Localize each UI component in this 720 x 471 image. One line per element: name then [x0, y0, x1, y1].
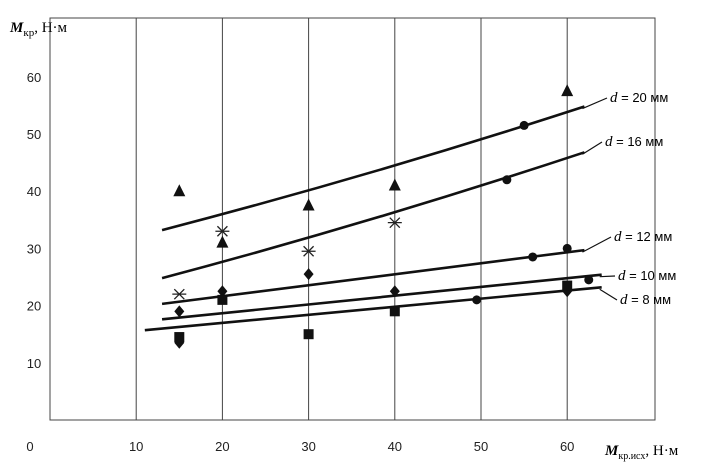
series-label-var-d20: d [610, 90, 618, 106]
x-tick-label-30: 30 [301, 439, 315, 454]
fit-lines [144, 105, 602, 332]
leader-line-d20 [582, 97, 608, 110]
fit-line-d10 [161, 273, 602, 321]
point-d8-4 [562, 280, 573, 291]
x-axis-title-unit: , Н·м [645, 443, 678, 459]
x-axis-title: Mкр.исх, Н·м [604, 443, 679, 462]
point-d12-3 [562, 243, 572, 253]
point-d12-1 [502, 175, 512, 185]
y-tick-label-10: 10 [27, 356, 41, 371]
point-d8-0 [174, 332, 185, 343]
point-d10-2 [303, 268, 314, 281]
y-axis-title: Mкр, Н·м [9, 20, 68, 39]
y-tick-label-60: 60 [27, 70, 41, 85]
x-axis-title-main: M [604, 443, 619, 459]
point-d20-3 [388, 178, 401, 191]
point-d12-2 [528, 252, 538, 262]
x-tick-label-20: 20 [215, 439, 229, 454]
point-d12-5 [584, 275, 594, 285]
series-label-rest-d16: = 16 мм [613, 134, 664, 149]
fit-line-d8 [144, 286, 602, 332]
point-d8-3 [389, 306, 400, 317]
plot-frame [49, 17, 656, 421]
y-tick-label-40: 40 [27, 184, 41, 199]
x-tick-label-40: 40 [388, 439, 402, 454]
point-d16-1 [215, 225, 230, 237]
fit-line-d12 [161, 248, 585, 306]
tick-labels: 0 10 20 30 40 50 60 10 20 30 40 50 60 [26, 70, 574, 454]
point-d20-0 [173, 184, 186, 197]
point-d16-3 [387, 217, 402, 229]
series-label-rest-d8: = 8 мм [628, 292, 672, 307]
leader-line-d16 [582, 141, 603, 155]
series-label-d10: d = 10 мм [618, 268, 676, 284]
series-label-d20: d = 20 мм [610, 90, 668, 106]
series-label-rest-d12: = 12 мм [622, 229, 673, 244]
point-d10-3 [389, 285, 400, 298]
y-axis-title-sub: кр [23, 27, 34, 39]
series-label-d12: d = 12 мм [614, 229, 672, 245]
y-tick-label-20: 20 [27, 299, 41, 314]
series-label-var-d8: d [620, 292, 628, 308]
point-d12-4 [472, 295, 482, 305]
series-label-var-d12: d [614, 229, 622, 245]
point-d20-4 [561, 84, 574, 97]
point-d10-0 [174, 305, 185, 318]
series-labels: d = 20 ммd = 16 ммd = 12 ммd = 10 ммd = … [582, 90, 676, 308]
leader-line-d12 [582, 236, 612, 253]
series-label-d16: d = 16 мм [605, 134, 663, 150]
x-tick-label-0: 0 [26, 439, 33, 454]
x-tick-label-50: 50 [474, 439, 488, 454]
y-tick-label-50: 50 [27, 127, 41, 142]
data-points [172, 84, 594, 349]
point-d8-1 [217, 294, 228, 305]
point-d20-2 [302, 198, 315, 211]
series-label-d8: d = 8 мм [620, 292, 671, 308]
series-label-var-d16: d [605, 134, 613, 150]
series-label-rest-d20: = 20 мм [618, 90, 669, 105]
y-axis-title-main: M [9, 20, 24, 36]
x-axis-title-sub: кр.исх [618, 451, 645, 462]
point-d12-0 [519, 120, 529, 130]
y-tick-label-30: 30 [27, 241, 41, 256]
x-tick-label-60: 60 [560, 439, 574, 454]
point-d16-0 [172, 288, 187, 300]
series-label-var-d10: d [618, 268, 626, 284]
y-axis-title-unit: , Н·м [34, 20, 67, 36]
point-d10-1 [217, 285, 228, 298]
series-label-rest-d10: = 10 мм [626, 268, 677, 283]
fit-line-d16 [161, 151, 585, 280]
point-d16-2 [301, 245, 316, 257]
point-d8-2 [303, 329, 314, 340]
leader-line-d8 [599, 288, 618, 301]
point-d20-1 [216, 235, 229, 248]
x-tick-label-10: 10 [129, 439, 143, 454]
leader-line-d10 [599, 275, 616, 278]
grid-layer [49, 17, 656, 421]
